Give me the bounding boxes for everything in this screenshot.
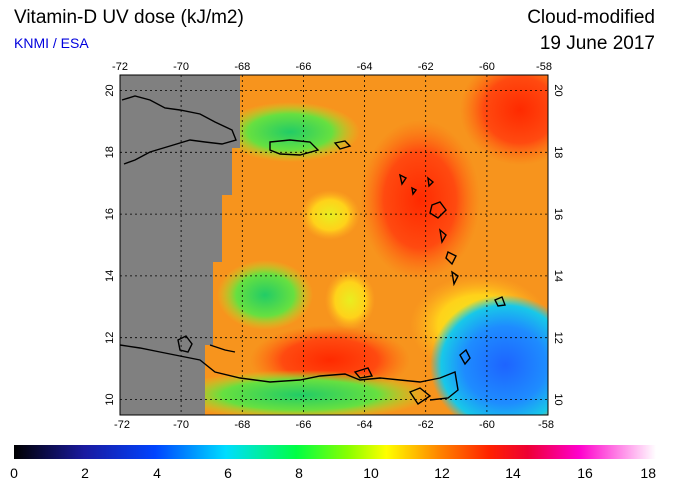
coastline-island-3: [411, 186, 418, 196]
lat-tick-label-left: 14: [104, 270, 116, 282]
axis-top: -72 -70 -68 -66 -64 -62 -60 -58: [112, 61, 552, 73]
field-green-zone-south: [170, 370, 430, 415]
lon-tick-label-top: -70: [173, 61, 189, 73]
lon-tick-label-bottom: -72: [114, 419, 130, 431]
lon-tick-label-top: -66: [295, 61, 311, 73]
lat-tick-label-right: 20: [552, 84, 564, 96]
lon-tick-label-top: -72: [112, 61, 128, 73]
lon-tick-label-bottom: -68: [234, 419, 250, 431]
coastline-island-2: [427, 176, 435, 188]
colorbar-tick-label: 0: [10, 465, 18, 481]
coastline-grenada: [459, 348, 471, 366]
lat-tick-label-right: 10: [552, 393, 564, 405]
lon-tick-label-top: -68: [234, 61, 250, 73]
coastline-paraguana: [209, 344, 236, 353]
colorbar-tick-label: 14: [505, 465, 521, 481]
coastline-hispaniola: [121, 95, 237, 165]
uv-dose-field: [120, 75, 548, 415]
colorbar-tick-label: 6: [224, 465, 232, 481]
lon-tick-label-bottom: -66: [295, 419, 311, 431]
lat-tick-label-left: 16: [104, 208, 116, 220]
coastline-martinique: [445, 251, 457, 266]
field-green-zone-north: [220, 102, 360, 162]
lat-tick-label-left: 10: [104, 393, 116, 405]
field-high-zone-northeast: [460, 75, 548, 165]
coastline-virgin-islands: [333, 140, 352, 150]
coastline-dominica: [438, 228, 447, 245]
field-low-zone-southeast: [430, 295, 548, 415]
lon-tick-label-top: -60: [479, 61, 495, 73]
coastline-guadeloupe: [429, 201, 447, 219]
coastline-margarita: [353, 367, 374, 379]
no-data-region: [120, 75, 240, 415]
field-green-zone-central: [217, 260, 313, 330]
colorbar: [14, 445, 656, 459]
map-frame: [119, 74, 549, 416]
lat-tick-label-right: 16: [552, 208, 564, 220]
colorbar-tick-label: 10: [363, 465, 379, 481]
field-yellow-zone-2: [300, 190, 360, 240]
colorbar-tick-label: 16: [577, 465, 593, 481]
lat-tick-label-left: 20: [104, 84, 116, 96]
coastline-barbados: [494, 296, 506, 307]
axis-right: 10 12 14 16 18 20: [552, 84, 564, 405]
lon-tick-label-top: -64: [357, 61, 373, 73]
field-yellow-zone-1: [325, 270, 375, 330]
lon-tick-label-top: -62: [418, 61, 434, 73]
coastline-trinidad: [408, 387, 432, 405]
product-mode-label: Cloud-modified: [527, 7, 655, 28]
coastline-south-america: [119, 344, 459, 401]
lat-tick-label-right: 14: [552, 270, 564, 282]
axis-bottom: -72 -70 -68 -66 -64 -62 -60 -58: [114, 419, 554, 431]
lon-tick-label-bottom: -70: [173, 419, 189, 431]
lon-tick-label-bottom: -64: [357, 419, 373, 431]
coastline-aruba-region: [177, 335, 193, 353]
lat-tick-label-left: 18: [104, 146, 116, 158]
lon-tick-label-top: -58: [536, 61, 552, 73]
axis-left: 10 12 14 16 18 20: [104, 84, 116, 405]
graticule: [120, 75, 548, 415]
field-high-zone-east: [360, 120, 480, 280]
lat-tick-label-left: 12: [104, 332, 116, 344]
lat-tick-label-right: 18: [552, 146, 564, 158]
lon-tick-label-bottom: -58: [538, 419, 554, 431]
map-title: Vitamin-D UV dose (kJ/m2): [14, 7, 244, 28]
colorbar-tick-label: 8: [295, 465, 303, 481]
lon-tick-label-bottom: -62: [418, 419, 434, 431]
colorbar-tick-label: 2: [81, 465, 89, 481]
coastline-puerto-rico: [269, 139, 320, 156]
organization-label: KNMI / ESA: [14, 35, 89, 51]
date-label: 19 June 2017: [539, 33, 655, 54]
colorbar-tick-label: 4: [153, 465, 161, 481]
coastline-island-1: [398, 173, 408, 186]
coastline-st-lucia: [451, 270, 459, 287]
lon-tick-label-bottom: -60: [479, 419, 495, 431]
coastlines: [119, 95, 506, 405]
colorbar-tick-label: 18: [640, 465, 656, 481]
lat-tick-label-right: 12: [552, 332, 564, 344]
colorbar-tick-label: 12: [434, 465, 450, 481]
